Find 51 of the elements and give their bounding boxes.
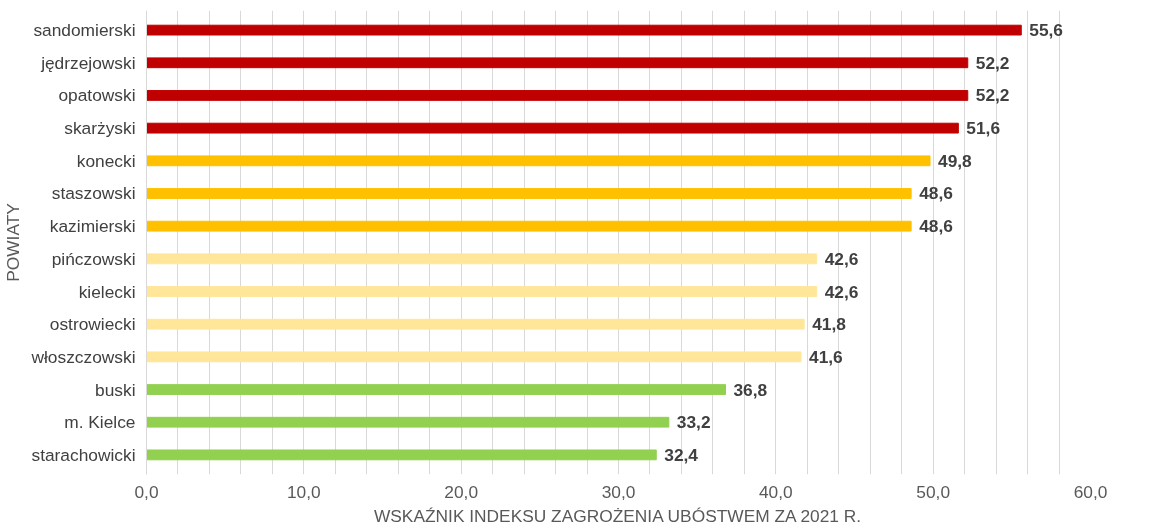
bar [146,57,969,69]
data-label: 52,2 [975,52,1010,73]
y-tick-label: konecki [76,150,136,171]
y-tick-label: opatowski [58,85,136,106]
bar [146,449,657,461]
y-tick-label: starachowicki [31,444,136,465]
data-label: 36,8 [733,379,768,400]
bar [146,351,802,363]
y-tick-label: sandomierski [33,20,136,41]
bar [146,122,959,134]
y-tick-label: jędrzejowski [40,52,136,73]
bar [146,416,670,428]
x-axis-title: WSKAŹNIK INDEKSU ZAGROŻENIA UBÓSTWEM ZA 2021 R. [373,505,862,526]
data-label: 48,6 [919,183,954,204]
y-tick-label: kazimierski [49,216,136,237]
y-tick-label: buski [95,379,136,400]
y-tick-label: włoszczowski [30,346,136,367]
data-label: 32,4 [664,444,699,465]
bar [146,318,805,330]
data-label: 55,6 [1029,20,1064,41]
bar [146,188,912,199]
x-tick-label: 0,0 [134,481,159,502]
data-label: 33,2 [676,412,711,433]
bar [146,220,912,232]
bar [146,286,818,297]
y-tick-label: skarżyski [64,118,136,139]
x-tick-label: 30,0 [601,481,636,502]
data-label: 42,6 [824,248,859,269]
data-label: 42,6 [824,281,859,302]
bar [146,384,726,395]
x-tick-label: 60,0 [1073,481,1108,502]
bar [146,253,818,265]
y-tick-label: pińczowski [51,248,136,269]
data-label: 52,2 [975,85,1010,106]
bar [146,24,1022,36]
data-label: 41,6 [809,346,844,367]
y-tick-label: kielecki [78,281,136,302]
x-tick-label: 20,0 [444,481,479,502]
data-label: 41,8 [812,314,847,335]
x-tick-label: 40,0 [758,481,793,502]
y-tick-label: staszowski [51,183,136,204]
data-label: 48,6 [919,216,954,237]
data-label: 49,8 [938,150,973,171]
y-tick-label: ostrowiecki [49,314,136,335]
y-tick-label: m. Kielce [64,412,136,433]
x-tick-label: 10,0 [286,481,321,502]
x-tick-label: 50,0 [916,481,951,502]
bar [146,90,969,101]
data-label: 51,6 [966,118,1001,139]
bar [146,155,931,167]
y-axis-title: POWIATY [3,202,24,282]
